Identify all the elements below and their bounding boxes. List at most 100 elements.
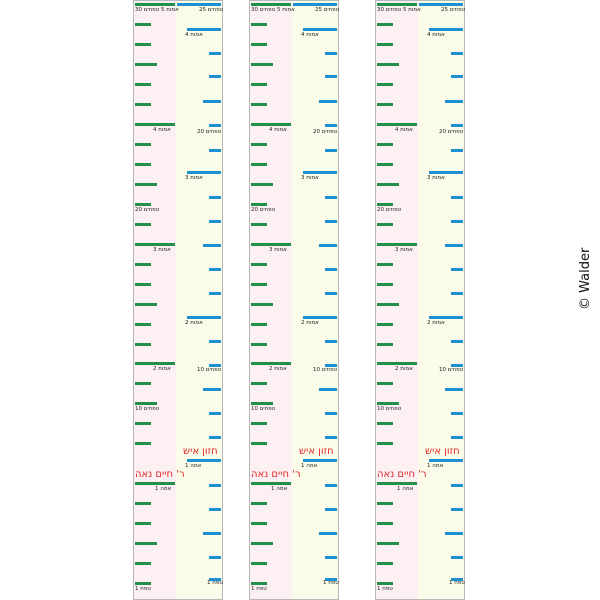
green-tick-mark	[251, 83, 267, 86]
label-1-tefach-right: 1 טפח	[207, 580, 223, 586]
blue-tick-mark	[209, 124, 221, 127]
blue-tick-mark	[445, 532, 463, 535]
label-25-tefachim: 25 טפחים	[199, 7, 224, 13]
label-10-tefachim-right: 10 טפחים	[313, 367, 338, 373]
blue-tick-mark	[451, 75, 463, 78]
blue-tick-mark	[325, 268, 337, 271]
green-tick-mark	[377, 422, 393, 425]
label-10-tefachim-left: 10 טפחים	[377, 406, 402, 412]
label-1-amah-right: 1 אמה	[301, 463, 318, 469]
label-20-tefachim-left: 20 טפחים	[135, 207, 160, 213]
blue-tick-mark	[429, 316, 463, 319]
blue-tick-mark	[209, 268, 221, 271]
green-tick-mark	[377, 482, 417, 485]
green-tick-mark	[377, 223, 393, 226]
blue-tick-mark	[451, 412, 463, 415]
green-tick-mark	[377, 283, 393, 286]
label-1-tefach-left: 1 טפח	[377, 586, 393, 592]
blue-tick-mark	[303, 171, 337, 174]
green-tick-mark	[251, 482, 291, 485]
label-20-tefachim-left: 20 טפחים	[251, 207, 276, 213]
blue-tick-mark	[187, 171, 221, 174]
green-tick-mark	[135, 23, 151, 26]
green-tick-mark	[377, 23, 393, 26]
label-2-amot-right: 2 אמות	[185, 320, 203, 326]
green-tick-mark	[251, 3, 291, 6]
blue-tick-mark	[203, 532, 221, 535]
blue-tick-mark	[293, 3, 337, 6]
blue-tick-mark	[451, 340, 463, 343]
label-1-amah-left: 1 אמה	[155, 486, 172, 492]
green-tick-mark	[251, 502, 267, 505]
green-tick-mark	[377, 402, 399, 405]
label-4-amot-left: 4 אמות	[153, 127, 171, 133]
label-chazon-ish: חזון איש	[425, 446, 460, 457]
blue-tick-mark	[209, 52, 221, 55]
label-10-tefachim-left: 10 טפחים	[251, 406, 276, 412]
green-tick-mark	[251, 263, 267, 266]
green-tick-mark	[251, 203, 267, 206]
label-1-amah-left: 1 אמה	[397, 486, 414, 492]
blue-tick-mark	[451, 196, 463, 199]
label-30-tefachim: 30 טפחים	[377, 7, 402, 13]
blue-tick-mark	[445, 100, 463, 103]
green-tick-mark	[377, 183, 399, 186]
label-4-amot-right: 4 אמות	[185, 32, 203, 38]
blue-tick-mark	[451, 508, 463, 511]
label-30-tefachim: 30 טפחים	[135, 7, 160, 13]
blue-tick-mark	[319, 244, 337, 247]
green-tick-mark	[377, 83, 393, 86]
green-tick-mark	[251, 283, 267, 286]
green-tick-mark	[251, 63, 273, 66]
label-20-tefachim-right: 20 טפחים	[197, 129, 222, 135]
green-tick-mark	[251, 23, 267, 26]
green-tick-mark	[377, 263, 393, 266]
green-tick-mark	[135, 183, 157, 186]
green-tick-mark	[251, 442, 267, 445]
label-chaim-noeh: ר' חיים נאה	[251, 469, 301, 480]
label-20-tefachim-right: 20 טפחים	[313, 129, 338, 135]
green-tick-mark	[135, 482, 175, 485]
green-tick-mark	[251, 323, 267, 326]
label-1-tefach-left: 1 טפח	[251, 586, 267, 592]
green-tick-mark	[377, 382, 393, 385]
green-tick-mark	[377, 3, 417, 6]
green-tick-mark	[377, 243, 417, 246]
green-tick-mark	[135, 323, 151, 326]
blue-tick-mark	[451, 436, 463, 439]
blue-tick-mark	[325, 340, 337, 343]
green-tick-mark	[135, 143, 151, 146]
blue-tick-mark	[209, 578, 221, 581]
blue-tick-mark	[303, 28, 337, 31]
green-tick-mark	[377, 143, 393, 146]
blue-tick-mark	[429, 459, 463, 462]
label-chazon-ish: חזון איש	[183, 446, 218, 457]
label-1-tefach-right: 1 טפח	[449, 580, 465, 586]
green-tick-mark	[251, 123, 291, 126]
green-tick-mark	[251, 343, 267, 346]
label-chaim-noeh: ר' חיים נאה	[135, 469, 185, 480]
blue-tick-mark	[451, 292, 463, 295]
green-tick-mark	[135, 43, 151, 46]
label-2-amot-left: 2 אמות	[269, 366, 287, 372]
label-3-amot-right: 3 אמות	[185, 175, 203, 181]
blue-tick-mark	[209, 220, 221, 223]
green-tick-mark	[135, 343, 151, 346]
green-tick-mark	[377, 103, 393, 106]
blue-tick-mark	[209, 196, 221, 199]
green-tick-mark	[135, 382, 151, 385]
blue-tick-mark	[325, 52, 337, 55]
green-tick-mark	[135, 422, 151, 425]
label-3-amot-right: 3 אמות	[301, 175, 319, 181]
green-tick-mark	[135, 502, 151, 505]
blue-tick-mark	[209, 75, 221, 78]
blue-tick-mark	[319, 532, 337, 535]
green-tick-mark	[251, 243, 291, 246]
blue-tick-mark	[209, 149, 221, 152]
green-tick-mark	[135, 3, 175, 6]
green-tick-mark	[135, 223, 151, 226]
blue-tick-mark	[325, 149, 337, 152]
label-1-amah-right: 1 אמה	[427, 463, 444, 469]
green-tick-mark	[251, 422, 267, 425]
blue-tick-mark	[325, 508, 337, 511]
